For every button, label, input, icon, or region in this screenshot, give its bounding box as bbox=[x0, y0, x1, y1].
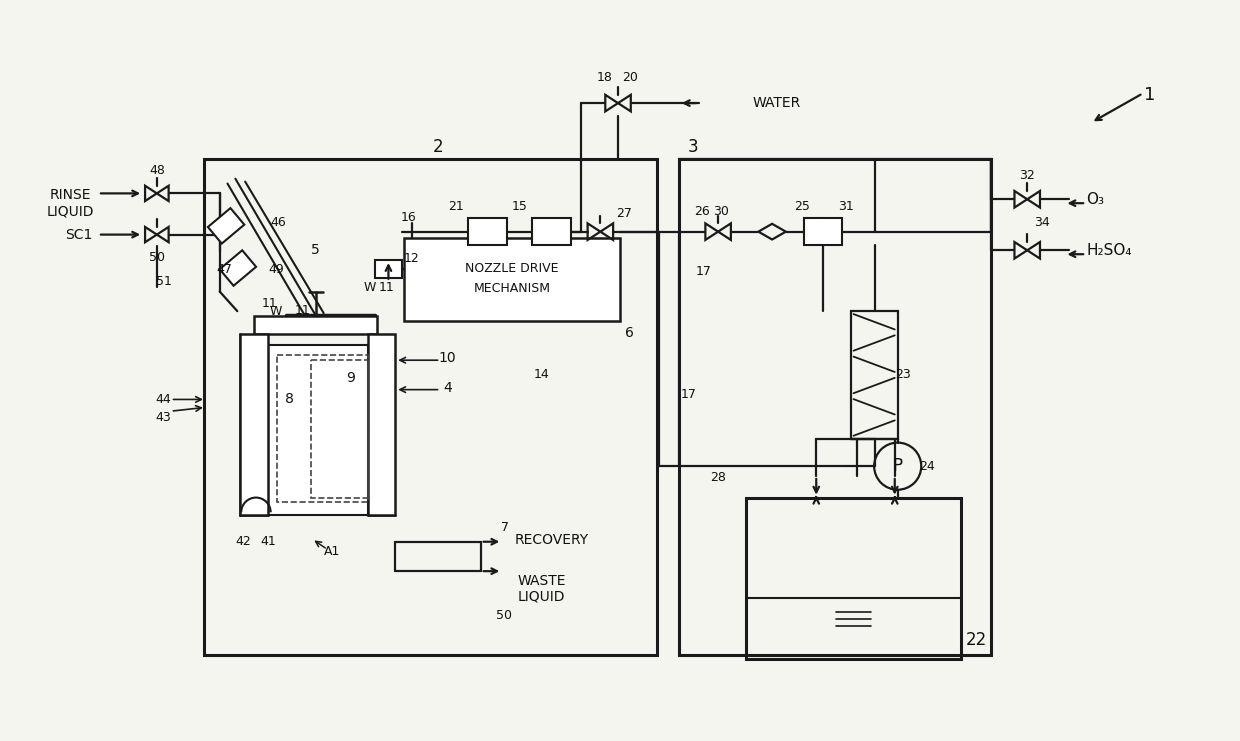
Text: 23: 23 bbox=[895, 368, 910, 382]
Text: H₂SO₄: H₂SO₄ bbox=[1086, 243, 1132, 258]
Text: LIQUID: LIQUID bbox=[47, 204, 94, 218]
Bar bbox=[532, 218, 570, 245]
Text: 42: 42 bbox=[236, 535, 250, 548]
Text: 14: 14 bbox=[533, 368, 549, 382]
Text: 30: 30 bbox=[713, 205, 729, 218]
Text: 8: 8 bbox=[285, 393, 294, 407]
Bar bbox=[268, 345, 368, 515]
Text: WASTE: WASTE bbox=[517, 574, 565, 588]
Bar bbox=[404, 238, 620, 321]
Bar bbox=[678, 159, 991, 654]
Text: 27: 27 bbox=[616, 207, 632, 219]
Text: 25: 25 bbox=[795, 199, 811, 213]
Text: 4: 4 bbox=[443, 381, 451, 395]
Text: RECOVERY: RECOVERY bbox=[515, 533, 588, 547]
Text: 32: 32 bbox=[1019, 169, 1035, 182]
Bar bbox=[203, 159, 657, 654]
Text: 31: 31 bbox=[838, 199, 853, 213]
Text: 17: 17 bbox=[696, 265, 712, 279]
Text: 24: 24 bbox=[919, 459, 935, 473]
Text: 6: 6 bbox=[625, 326, 634, 339]
Text: O₃: O₃ bbox=[1086, 192, 1104, 207]
Text: LIQUID: LIQUID bbox=[518, 590, 565, 604]
Text: WATER: WATER bbox=[753, 96, 801, 110]
Text: 3: 3 bbox=[687, 139, 698, 156]
Text: RINSE: RINSE bbox=[50, 188, 92, 202]
Text: 11: 11 bbox=[378, 281, 394, 294]
Bar bbox=[374, 260, 402, 278]
Bar bbox=[368, 333, 396, 515]
Text: P: P bbox=[893, 457, 903, 475]
Bar bbox=[805, 218, 842, 245]
Text: W: W bbox=[269, 305, 281, 318]
Text: 2: 2 bbox=[433, 139, 444, 156]
Text: 11: 11 bbox=[262, 297, 278, 310]
Text: 5: 5 bbox=[311, 243, 320, 257]
Text: 12: 12 bbox=[404, 252, 420, 265]
Text: 22: 22 bbox=[966, 631, 987, 649]
Text: 49: 49 bbox=[269, 263, 284, 276]
Text: 15: 15 bbox=[512, 199, 528, 213]
Text: 16: 16 bbox=[401, 211, 415, 225]
Text: 1: 1 bbox=[1145, 86, 1156, 104]
Text: 9: 9 bbox=[346, 370, 355, 385]
Text: 20: 20 bbox=[622, 71, 637, 84]
Text: 41: 41 bbox=[260, 535, 277, 548]
Text: 26: 26 bbox=[694, 205, 711, 218]
Text: SC1: SC1 bbox=[66, 227, 93, 242]
Text: A1: A1 bbox=[324, 545, 340, 558]
Bar bbox=[208, 208, 244, 244]
Text: 50: 50 bbox=[149, 250, 165, 264]
Bar bbox=[241, 333, 268, 515]
Text: 7: 7 bbox=[501, 520, 510, 534]
Text: MECHANISM: MECHANISM bbox=[474, 282, 551, 295]
Text: 17: 17 bbox=[681, 388, 697, 401]
Text: 46: 46 bbox=[270, 216, 286, 229]
Text: 43: 43 bbox=[156, 411, 171, 424]
Text: 48: 48 bbox=[149, 165, 165, 177]
Bar bbox=[219, 250, 257, 286]
Bar bbox=[467, 218, 507, 245]
Text: 47: 47 bbox=[217, 263, 232, 276]
Text: 34: 34 bbox=[1034, 216, 1050, 229]
Text: 21: 21 bbox=[448, 199, 464, 213]
Text: 18: 18 bbox=[596, 71, 613, 84]
Text: 51: 51 bbox=[156, 275, 171, 288]
Bar bbox=[745, 497, 961, 659]
Bar bbox=[851, 311, 898, 439]
Text: 10: 10 bbox=[439, 351, 456, 365]
Bar bbox=[311, 360, 368, 497]
Text: 44: 44 bbox=[156, 393, 171, 406]
Text: W: W bbox=[363, 281, 376, 294]
Text: 28: 28 bbox=[711, 471, 727, 485]
Text: 11: 11 bbox=[294, 304, 310, 316]
Bar bbox=[254, 316, 377, 333]
Bar bbox=[277, 355, 368, 502]
Text: 50: 50 bbox=[496, 609, 512, 622]
Text: NOZZLE DRIVE: NOZZLE DRIVE bbox=[465, 262, 559, 276]
